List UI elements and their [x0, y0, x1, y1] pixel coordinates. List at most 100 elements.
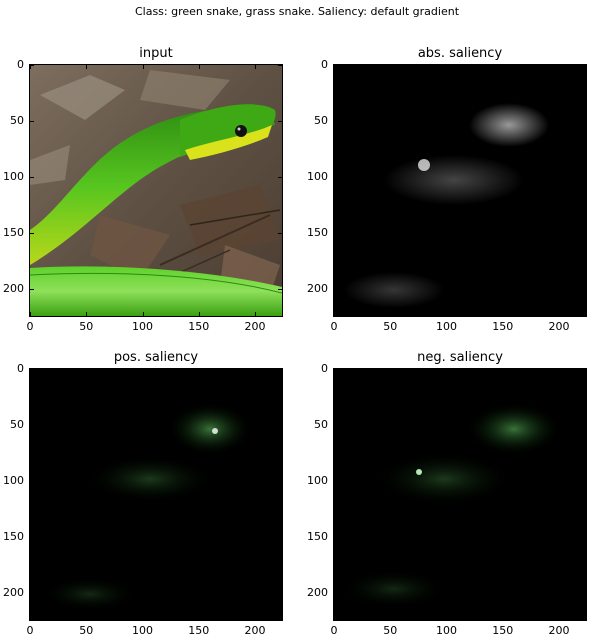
x-tick-label: 200: [548, 320, 570, 333]
y-tick-mark: [334, 481, 338, 483]
x-tick-label: 200: [244, 624, 266, 637]
x-tick-mark: [502, 616, 504, 620]
x-tick-mark: [390, 616, 392, 620]
x-tick-mark: [30, 616, 31, 620]
y-tick-mark: [278, 537, 282, 539]
saliency-heatmap: [30, 369, 282, 620]
x-tick-mark: [559, 312, 560, 316]
x-tick-label: 0: [330, 320, 338, 333]
x-tick-mark: [334, 616, 335, 620]
x-tick-mark: [390, 369, 392, 373]
x-tick-mark: [446, 312, 448, 316]
panel-neg-saliency: neg. saliency 0 50 100 150 200 0 50 100 150 200: [307, 350, 587, 637]
x-tick-label: 200: [548, 624, 570, 637]
x-tick-label: 100: [436, 624, 457, 637]
x-tick-mark: [30, 65, 31, 69]
y-tick-mark: [278, 65, 282, 66]
y-tick-label: 200: [307, 282, 328, 296]
y-tick-mark: [30, 425, 34, 427]
panel-title: pos. saliency: [113, 350, 199, 365]
x-tick-label: 100: [132, 320, 153, 333]
x-tick-mark: [255, 369, 256, 373]
y-tick-label: 200: [3, 586, 24, 600]
y-tick-mark: [582, 177, 586, 179]
y-tick-label: 100: [3, 474, 24, 488]
x-tick-mark: [559, 616, 560, 620]
y-tick-label: 0: [17, 58, 24, 71]
x-tick-mark: [446, 65, 448, 69]
x-tick-mark: [142, 65, 144, 69]
x-tick-mark: [30, 312, 31, 316]
x-tick-mark: [390, 65, 392, 69]
y-tick-mark: [278, 369, 282, 370]
x-tick-mark: [255, 616, 256, 620]
y-tick-label: 0: [321, 58, 328, 71]
x-tick-mark: [502, 369, 504, 373]
x-tick-label: 100: [132, 624, 153, 637]
y-tick-mark: [582, 369, 586, 370]
y-tick-mark: [582, 481, 586, 483]
x-tick-mark: [334, 369, 335, 373]
x-tick-mark: [198, 369, 200, 373]
y-tick-label: 200: [3, 282, 24, 296]
x-tick-label: 0: [26, 320, 34, 333]
y-tick-label: 0: [321, 362, 328, 375]
saliency-heatmap: [334, 65, 586, 316]
pos-saliency-map: [29, 368, 283, 621]
x-tick-label: 150: [492, 320, 514, 333]
y-tick-mark: [278, 481, 282, 483]
x-tick-mark: [446, 369, 448, 373]
x-tick-label: 200: [244, 320, 266, 333]
x-tick-mark: [86, 616, 88, 620]
x-tick-mark: [559, 65, 560, 69]
y-tick-mark: [334, 593, 338, 595]
x-tick-mark: [334, 312, 335, 316]
y-tick-mark: [278, 233, 282, 235]
x-tick-mark: [255, 65, 256, 69]
y-tick-mark: [582, 65, 586, 66]
panel-title: abs. saliency: [417, 46, 503, 61]
x-tick-mark: [559, 369, 560, 373]
panel-title: neg. saliency: [417, 350, 503, 365]
y-tick-label: 50: [10, 114, 24, 128]
y-tick-mark: [278, 593, 282, 595]
y-tick-mark: [582, 593, 586, 595]
panel-input: input: [3, 46, 283, 333]
y-tick-mark: [334, 425, 338, 427]
y-tick-label: 100: [307, 170, 328, 184]
x-tick-mark: [142, 312, 144, 316]
x-tick-label: 150: [188, 320, 210, 333]
y-tick-mark: [30, 537, 34, 539]
x-tick-mark: [446, 616, 448, 620]
x-tick-label: 50: [383, 320, 398, 333]
y-tick-label: 150: [3, 226, 24, 240]
y-tick-label: 50: [314, 418, 328, 432]
panel-pos-saliency: pos. saliency 0 50 100 150 200 0 50 100 150 200: [3, 350, 283, 637]
y-tick-mark: [334, 537, 338, 539]
x-tick-mark: [198, 616, 200, 620]
x-tick-label: 0: [330, 624, 338, 637]
y-tick-mark: [278, 177, 282, 179]
x-tick-mark: [86, 65, 88, 69]
figure-suptitle: Class: green snake, grass snake. Salienc…: [134, 5, 460, 18]
input-image: [29, 64, 283, 317]
abs-saliency-map: [333, 64, 587, 317]
x-tick-mark: [334, 65, 335, 69]
y-tick-mark: [30, 289, 34, 291]
y-tick-mark: [582, 233, 586, 235]
y-tick-label: 50: [314, 114, 328, 128]
neg-saliency-map: [333, 368, 587, 621]
x-tick-mark: [86, 312, 88, 316]
y-tick-label: 50: [10, 418, 24, 432]
x-tick-mark: [142, 369, 144, 373]
x-tick-mark: [502, 312, 504, 316]
panel-title: input: [139, 46, 173, 61]
y-tick-mark: [334, 177, 338, 179]
y-tick-mark: [334, 121, 338, 123]
y-tick-label: 100: [3, 170, 24, 184]
y-tick-mark: [334, 289, 338, 291]
y-tick-label: 150: [307, 226, 328, 240]
x-tick-label: 50: [79, 624, 94, 637]
x-tick-label: 50: [79, 320, 94, 333]
x-tick-label: 0: [26, 624, 34, 637]
